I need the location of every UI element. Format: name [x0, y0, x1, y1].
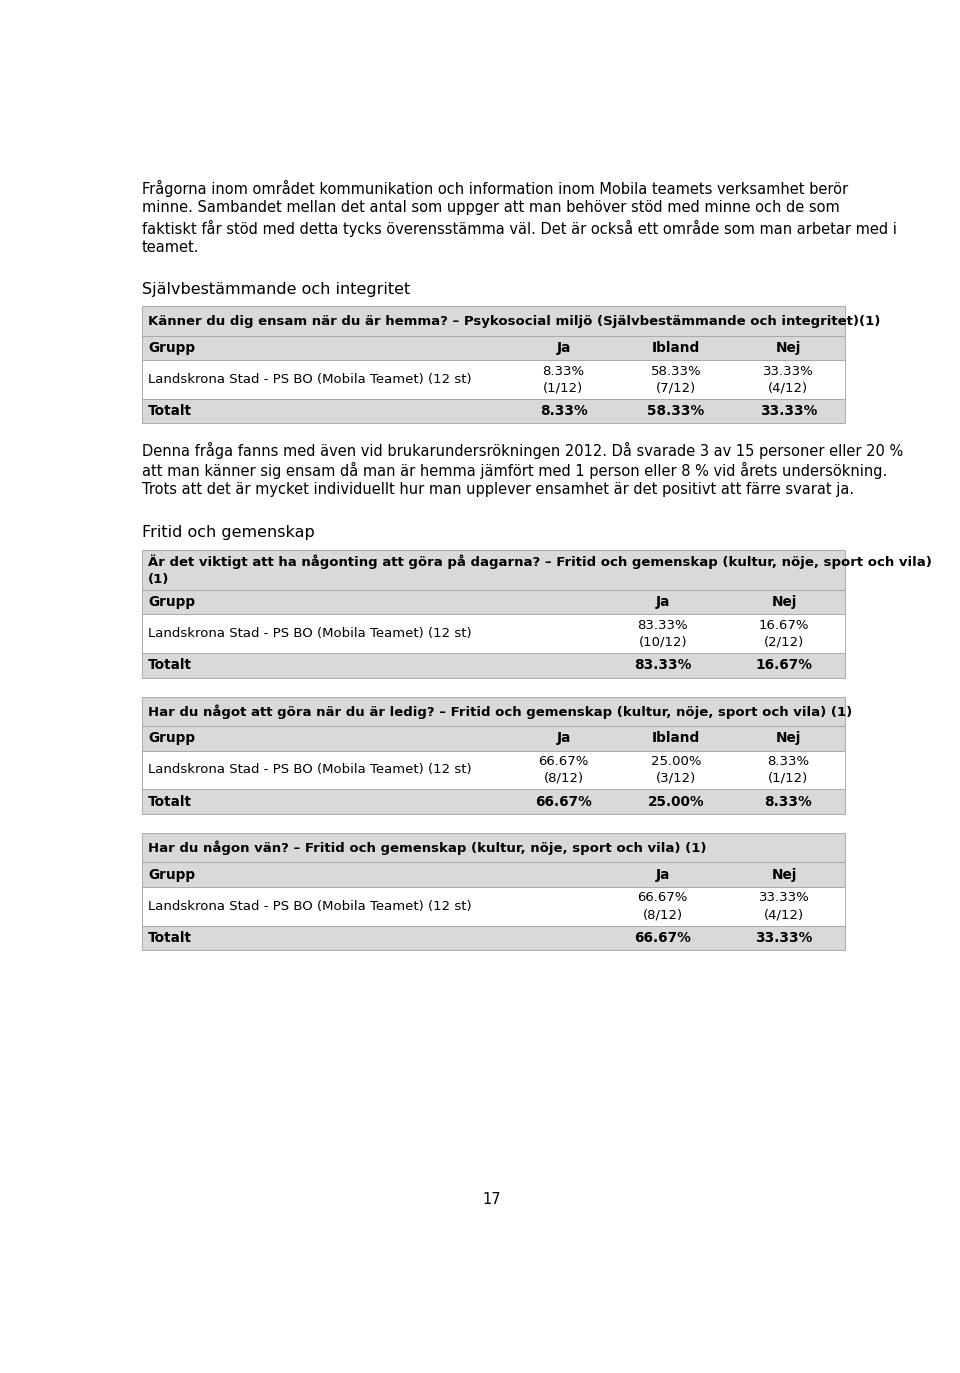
Text: Landskrona Stad - PS BO (Mobila Teamet) (12 st): Landskrona Stad - PS BO (Mobila Teamet) … [148, 899, 471, 913]
Bar [142, 306, 845, 336]
Text: 58.33%: 58.33% [647, 404, 705, 419]
Text: 66.67%
(8/12): 66.67% (8/12) [539, 755, 588, 785]
Text: Ja: Ja [656, 595, 670, 610]
Text: Nej: Nej [776, 732, 801, 746]
Text: Frågorna inom området kommunikation och information inom Mobila teamets verksamh: Frågorna inom området kommunikation och … [142, 180, 848, 198]
Text: 8.33%
(1/12): 8.33% (1/12) [542, 365, 585, 394]
Text: Landskrona Stad - PS BO (Mobila Teamet) (12 st): Landskrona Stad - PS BO (Mobila Teamet) … [148, 627, 471, 640]
Text: Totalt: Totalt [148, 658, 192, 673]
Text: 16.67%
(2/12): 16.67% (2/12) [758, 619, 809, 648]
Text: Har du någon vän? – Fritid och gemenskap (kultur, nöje, sport och vila) (1): Har du någon vän? – Fritid och gemenskap… [148, 840, 707, 855]
Text: Totalt: Totalt [148, 931, 192, 945]
Text: Grupp: Grupp [148, 868, 195, 881]
Text: Ja: Ja [656, 868, 670, 881]
Text: 66.67%: 66.67% [635, 931, 691, 945]
Text: Denna fråga fanns med även vid brukarundersrökningen 2012. Då svarade 3 av 15 pe: Denna fråga fanns med även vid brukarund… [142, 442, 903, 459]
Text: Grupp: Grupp [148, 595, 195, 610]
Text: Ibland: Ibland [652, 732, 700, 746]
Text: Totalt: Totalt [148, 404, 192, 419]
Bar [142, 862, 845, 887]
Bar [142, 726, 845, 751]
Bar [142, 549, 845, 590]
Bar [142, 887, 845, 925]
Bar [142, 615, 845, 654]
Bar [142, 360, 845, 398]
Text: Självbestämmande och integritet: Självbestämmande och integritet [142, 281, 410, 297]
Text: Är det viktigt att ha någonting att göra på dagarna? – Fritid och gemenskap (kul: Är det viktigt att ha någonting att göra… [148, 553, 932, 585]
Text: teamet.: teamet. [142, 240, 200, 255]
Text: Ja: Ja [556, 732, 570, 746]
Text: 8.33%: 8.33% [540, 404, 588, 419]
Text: 66.67%: 66.67% [535, 795, 591, 809]
Bar [142, 751, 845, 789]
Bar [142, 590, 845, 615]
Text: 17: 17 [483, 1192, 501, 1207]
Bar [142, 789, 845, 814]
Text: Trots att det är mycket individuellt hur man upplever ensamhet är det positivt a: Trots att det är mycket individuellt hur… [142, 482, 853, 497]
Text: Totalt: Totalt [148, 795, 192, 809]
Text: Nej: Nej [776, 341, 801, 356]
Text: Känner du dig ensam när du är hemma? – Psykosocial miljö (Självbestämmande och i: Känner du dig ensam när du är hemma? – P… [148, 314, 880, 328]
Text: 25.00%: 25.00% [648, 795, 705, 809]
Text: minne. Sambandet mellan det antal som uppger att man behöver stöd med minne och : minne. Sambandet mellan det antal som up… [142, 200, 839, 216]
Text: Nej: Nej [771, 868, 797, 881]
Text: 33.33%: 33.33% [756, 931, 812, 945]
Text: Landskrona Stad - PS BO (Mobila Teamet) (12 st): Landskrona Stad - PS BO (Mobila Teamet) … [148, 373, 471, 386]
Text: 83.33%: 83.33% [635, 658, 691, 673]
Text: Grupp: Grupp [148, 341, 195, 356]
Text: 8.33%: 8.33% [764, 795, 812, 809]
Text: faktiskt får stöd med detta tycks överensstämma väl. Det är också ett område som: faktiskt får stöd med detta tycks överen… [142, 220, 897, 238]
Text: 83.33%
(10/12): 83.33% (10/12) [637, 619, 688, 648]
Text: 33.33%
(4/12): 33.33% (4/12) [763, 365, 814, 394]
Bar [142, 336, 845, 360]
Text: 8.33%
(1/12): 8.33% (1/12) [767, 755, 809, 785]
Text: att man känner sig ensam då man är hemma jämfört med 1 person eller 8 % vid året: att man känner sig ensam då man är hemma… [142, 461, 887, 479]
Text: Grupp: Grupp [148, 732, 195, 746]
Text: 25.00%
(3/12): 25.00% (3/12) [651, 755, 701, 785]
Text: 33.33%
(4/12): 33.33% (4/12) [758, 891, 809, 921]
Text: Ibland: Ibland [652, 341, 700, 356]
Text: 66.67%
(8/12): 66.67% (8/12) [637, 891, 688, 921]
Text: Ja: Ja [556, 341, 570, 356]
Text: 33.33%: 33.33% [759, 404, 817, 419]
Bar [142, 833, 845, 862]
Bar [142, 398, 845, 423]
Text: 58.33%
(7/12): 58.33% (7/12) [651, 365, 701, 394]
Text: Landskrona Stad - PS BO (Mobila Teamet) (12 st): Landskrona Stad - PS BO (Mobila Teamet) … [148, 763, 471, 777]
Text: 16.67%: 16.67% [756, 658, 812, 673]
Text: Har du något att göra när du är ledig? – Fritid och gemenskap (kultur, nöje, spo: Har du något att göra när du är ledig? –… [148, 704, 852, 718]
Bar [142, 925, 845, 950]
Bar [142, 654, 845, 678]
Text: Fritid och gemenskap: Fritid och gemenskap [142, 524, 315, 540]
Bar [142, 697, 845, 726]
Text: Nej: Nej [771, 595, 797, 610]
